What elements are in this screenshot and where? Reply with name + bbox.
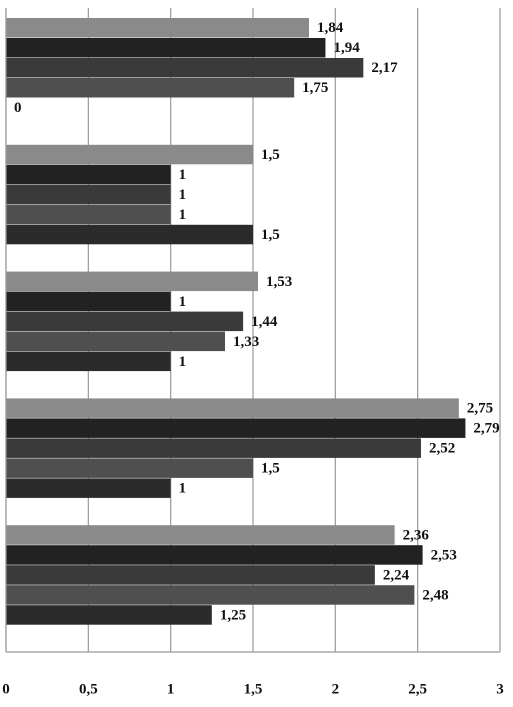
bar [6,438,421,458]
x-tick-label: 2 [332,681,340,697]
value-label: 2,36 [403,527,430,543]
value-label: 1,5 [261,147,280,163]
x-tick-label: 2,5 [408,681,427,697]
bar [6,271,258,292]
value-label: 2,48 [422,587,448,603]
value-label: 1,44 [251,314,278,330]
bar [6,351,171,372]
bar [6,478,171,498]
bar [6,78,295,98]
bar [6,311,244,332]
bar [6,331,226,352]
value-label: 1,84 [317,20,344,36]
bar [6,525,395,545]
bar [6,545,423,565]
bar [6,144,253,165]
value-label: 2,75 [467,401,493,417]
bar [6,38,326,58]
value-label: 1,75 [302,80,328,96]
value-label: 1,53 [266,274,292,290]
value-label: 0 [14,100,22,116]
x-tick-label: 3 [496,681,504,697]
value-label: 2,79 [473,421,499,437]
bar [6,418,466,438]
bar [6,291,171,312]
value-label: 1,33 [233,334,259,350]
bar [6,18,309,38]
value-label: 2,53 [431,547,457,563]
bar [6,458,253,478]
bar [6,398,459,418]
value-label: 1,94 [333,40,360,56]
bar [6,164,171,185]
bar [6,605,212,625]
value-label: 1 [179,294,187,310]
value-label: 2,24 [383,567,410,583]
bar [6,184,171,205]
bar [6,204,171,225]
value-label: 1,5 [261,461,280,477]
value-label: 1,25 [220,607,246,623]
value-label: 2,52 [429,441,455,457]
x-tick-label: 0,5 [79,681,98,697]
bar [6,224,253,245]
x-tick-label: 1 [167,681,175,697]
bar [6,565,375,585]
value-label: 1,5 [261,227,280,243]
value-label: 1 [179,187,187,203]
bar [6,585,415,605]
value-label: 1 [179,481,187,497]
value-label: 1 [179,354,187,370]
x-tick-label: 0 [2,681,10,697]
value-label: 2,17 [371,60,398,76]
bar [6,58,364,78]
x-tick-label: 1,5 [244,681,263,697]
value-label: 1 [179,167,187,183]
value-label: 1 [179,207,187,223]
